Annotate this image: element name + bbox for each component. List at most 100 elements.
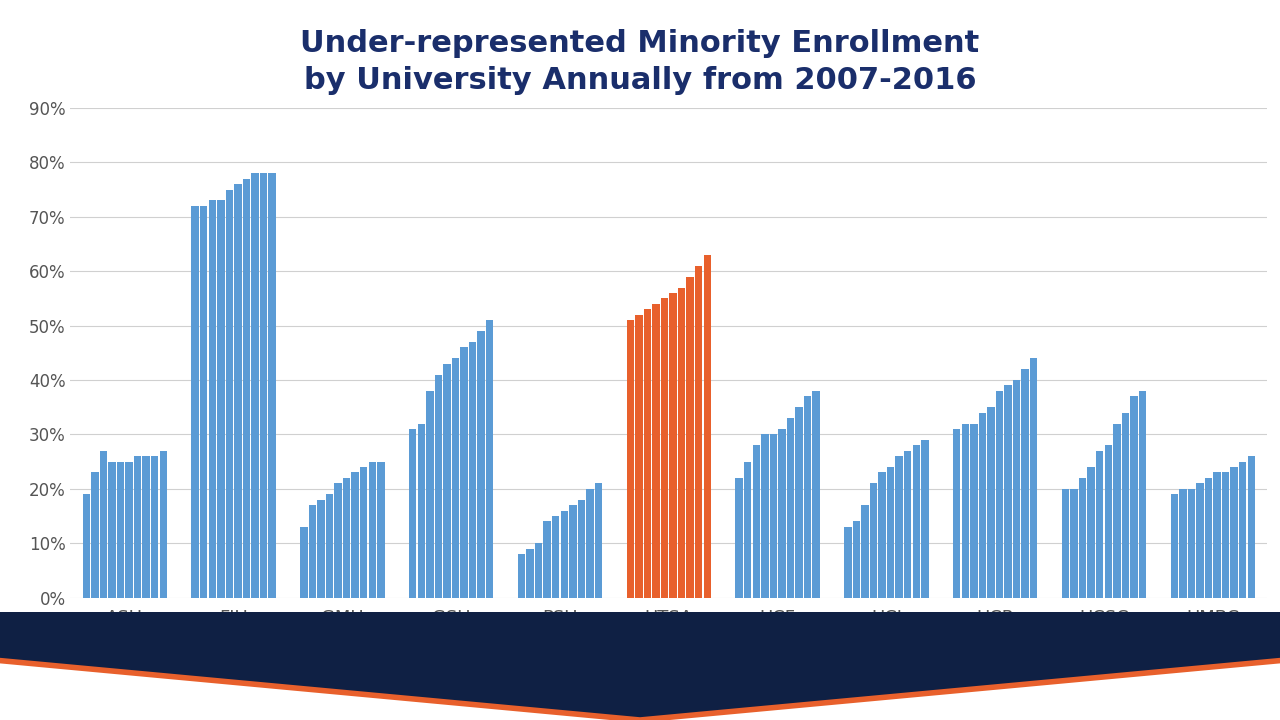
Bar: [845, 527, 851, 598]
Bar: [243, 179, 250, 598]
Bar: [1096, 451, 1103, 598]
Bar: [443, 364, 451, 598]
Bar: [91, 472, 99, 598]
Bar: [1062, 489, 1069, 598]
Bar: [1121, 413, 1129, 598]
Text: 2007 → 2016: 2007 → 2016: [630, 624, 708, 637]
Bar: [1130, 396, 1138, 598]
Bar: [461, 347, 467, 598]
Bar: [1105, 445, 1112, 598]
Bar: [704, 255, 710, 598]
Bar: [116, 462, 124, 598]
Bar: [1248, 456, 1254, 598]
Bar: [979, 413, 986, 598]
Bar: [1139, 391, 1146, 598]
Bar: [795, 408, 803, 598]
Bar: [552, 516, 559, 598]
Bar: [1197, 483, 1203, 598]
Bar: [861, 505, 869, 598]
Bar: [913, 445, 920, 598]
Bar: [468, 342, 476, 598]
Bar: [378, 462, 384, 598]
Bar: [452, 359, 460, 598]
Bar: [209, 200, 216, 598]
Bar: [225, 189, 233, 598]
Bar: [744, 462, 751, 598]
Bar: [1179, 489, 1187, 598]
Bar: [1213, 472, 1221, 598]
Bar: [627, 320, 634, 598]
Bar: [753, 445, 760, 598]
Bar: [125, 462, 133, 598]
Bar: [477, 331, 485, 598]
Bar: [1079, 478, 1087, 598]
Bar: [653, 304, 659, 598]
Bar: [1030, 359, 1037, 598]
Bar: [961, 423, 969, 598]
Bar: [870, 483, 877, 598]
Bar: [1230, 467, 1238, 598]
Bar: [644, 310, 652, 598]
Bar: [570, 505, 576, 598]
Bar: [1239, 462, 1247, 598]
Bar: [426, 391, 434, 598]
Bar: [878, 472, 886, 598]
Bar: [896, 456, 902, 598]
Bar: [269, 174, 275, 598]
Bar: [369, 462, 376, 598]
Polygon shape: [0, 612, 1280, 720]
Bar: [317, 500, 325, 598]
Bar: [987, 408, 995, 598]
Bar: [561, 510, 568, 598]
Bar: [669, 293, 677, 598]
Bar: [813, 391, 819, 598]
Bar: [109, 462, 115, 598]
Bar: [1188, 489, 1196, 598]
Bar: [260, 174, 268, 598]
Bar: [410, 429, 416, 598]
Bar: [544, 521, 550, 598]
Bar: [1021, 369, 1029, 598]
Bar: [635, 315, 643, 598]
Bar: [887, 467, 895, 598]
Bar: [852, 521, 860, 598]
Bar: [251, 174, 259, 598]
Bar: [360, 467, 367, 598]
Bar: [352, 472, 358, 598]
Bar: [954, 429, 960, 598]
Bar: [586, 489, 594, 598]
Bar: [904, 451, 911, 598]
Bar: [192, 206, 198, 598]
Bar: [486, 320, 493, 598]
Bar: [996, 391, 1004, 598]
Bar: [160, 451, 166, 598]
Bar: [1222, 472, 1229, 598]
Bar: [334, 483, 342, 598]
Bar: [762, 434, 768, 598]
Bar: [326, 494, 333, 598]
Bar: [1204, 478, 1212, 598]
Bar: [1088, 467, 1094, 598]
Bar: [922, 440, 928, 598]
Bar: [678, 287, 685, 598]
Bar: [660, 298, 668, 598]
Bar: [535, 543, 543, 598]
Bar: [526, 549, 534, 598]
Text: Under-represented Minority Enrollment
by University Annually from 2007-2016: Under-represented Minority Enrollment by…: [301, 29, 979, 95]
Bar: [1070, 489, 1078, 598]
Bar: [518, 554, 525, 598]
Bar: [595, 483, 602, 598]
Bar: [686, 276, 694, 598]
Bar: [1114, 423, 1120, 598]
Bar: [695, 266, 703, 598]
Bar: [343, 478, 351, 598]
Bar: [134, 456, 141, 598]
Bar: [787, 418, 794, 598]
Bar: [142, 456, 150, 598]
Bar: [778, 429, 786, 598]
Bar: [218, 200, 224, 598]
Bar: [100, 451, 108, 598]
Bar: [308, 505, 316, 598]
Bar: [234, 184, 242, 598]
Bar: [804, 396, 812, 598]
